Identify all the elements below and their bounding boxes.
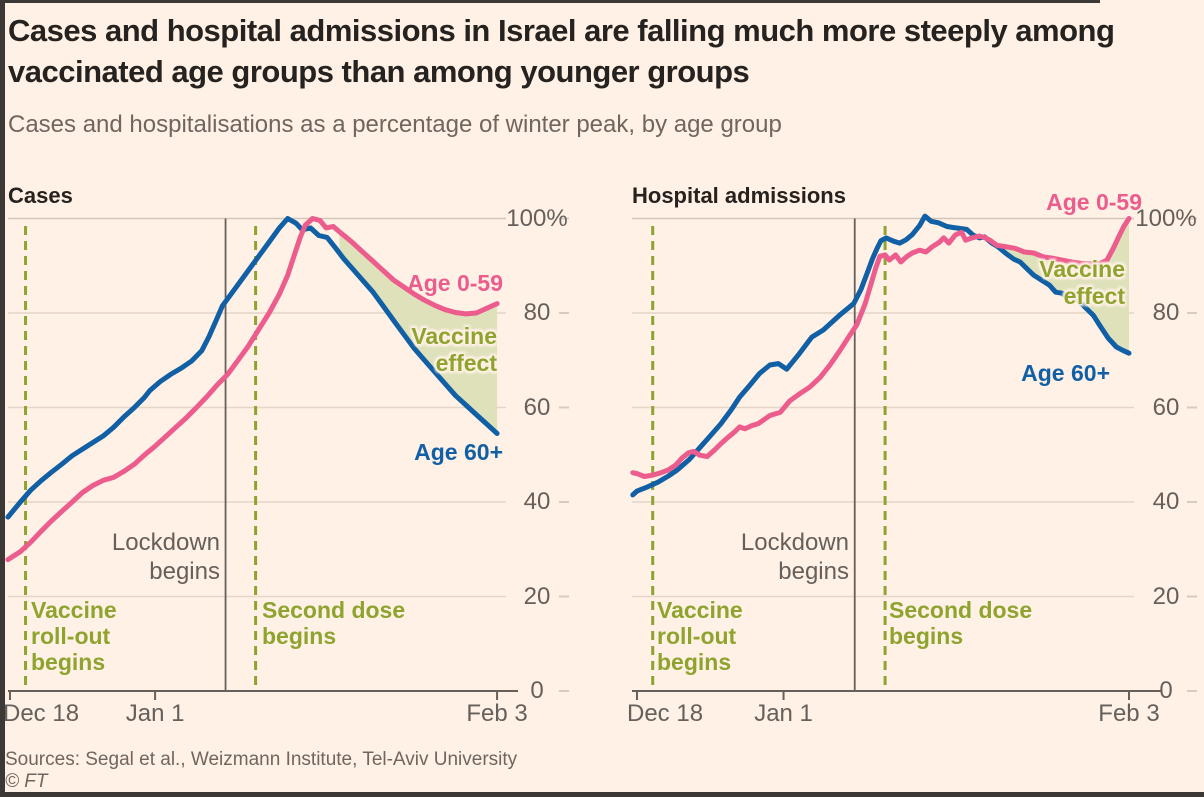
- y-tick-label: 40: [1152, 488, 1180, 515]
- y-tick-label: 20: [1152, 582, 1180, 610]
- age-0-59-label-hospital: Age 0-59: [1046, 189, 1142, 215]
- y-tick-label: 20: [523, 582, 551, 610]
- screenshot-edge-top: [0, 0, 1100, 3]
- panel-title-hospital-admissions: Hospital admissions: [632, 183, 846, 208]
- age-60-plus-label-hospital: Age 60+: [1021, 360, 1110, 386]
- x-tick-label: Jan 1: [125, 700, 185, 727]
- y-tick-label: 100%: [1135, 204, 1197, 232]
- y-tick-label: 0: [1159, 677, 1173, 704]
- x-tick-label: Feb 3: [466, 700, 528, 727]
- y-tick-label: 80: [1152, 299, 1180, 326]
- y-tick-label: 60: [1152, 393, 1180, 421]
- screenshot-edge-left: [0, 0, 5, 797]
- screenshot-edge-bottom: [0, 792, 1204, 797]
- age-0-59-label-cases: Age 0-59: [407, 270, 503, 296]
- y-tick-label: 60: [523, 393, 551, 421]
- y-tick-label: 0: [530, 677, 544, 704]
- vaccine-effect-label-hospital: Vaccine effect: [1039, 256, 1125, 309]
- series-line-age-60-: [630, 213, 1132, 498]
- series-line-age-0-59: [630, 216, 1132, 479]
- age-60-plus-label-cases: Age 60+: [414, 439, 503, 465]
- lockdown-annotation-hospital: Lockdown begins: [740, 529, 849, 585]
- second-dose-annotation-hospital: Second dose begins: [889, 597, 1033, 649]
- vaccine-rollout-annotation-hospital: Vaccine roll-out begins: [657, 597, 743, 675]
- panel-title-cases: Cases: [8, 183, 73, 208]
- y-tick-label: 40: [523, 488, 551, 515]
- y-tick-label: 80: [523, 299, 551, 326]
- second-dose-annotation-cases: Second dose begins: [262, 597, 406, 649]
- series-line-age-60-: [5, 216, 500, 520]
- vaccine-effect-area: [339, 231, 498, 434]
- x-tick-label: Dec 18: [627, 700, 704, 727]
- ft-copyright: © FT: [5, 771, 48, 792]
- page-subtitle: Cases and hospitalisations as a percenta…: [8, 111, 782, 138]
- vaccine-effect-label-cases: Vaccine effect: [411, 323, 497, 376]
- page-title: Cases and hospital admissions in Israel …: [8, 13, 1115, 89]
- x-tick-label: Dec 18: [3, 700, 80, 727]
- vaccine-rollout-annotation-cases: Vaccine roll-out begins: [31, 597, 117, 675]
- x-tick-label: Feb 3: [1098, 700, 1160, 727]
- series-line-age-0-59: [5, 216, 500, 563]
- sources-note: Sources: Segal et al., Weizmann Institut…: [5, 749, 518, 770]
- lockdown-annotation-cases: Lockdown begins: [111, 529, 220, 585]
- x-tick-label: Jan 1: [754, 700, 813, 727]
- y-tick-label: 100%: [506, 204, 568, 232]
